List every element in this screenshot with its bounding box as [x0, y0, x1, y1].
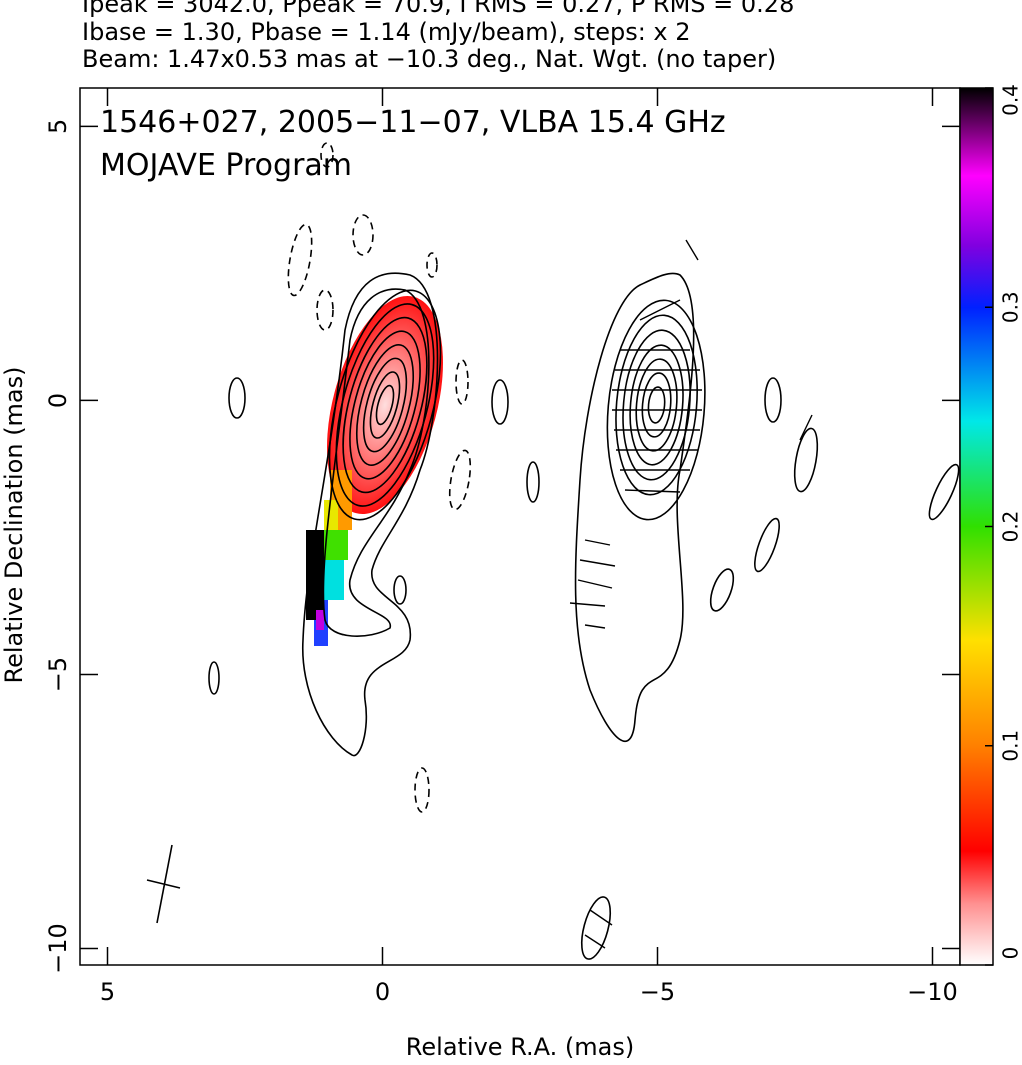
y-axis-label: Relative Declination (mas) — [0, 366, 28, 683]
y-tick-label: −5 — [44, 657, 72, 692]
colorbar-tick-label: 0.4 — [999, 84, 1022, 116]
colorbar-tick-label: 0.2 — [999, 511, 1022, 543]
chart-title: 1546+027, 2005−11−07, VLBA 15.4 GHz — [100, 105, 726, 140]
x-tick-label: 0 — [375, 978, 390, 1006]
header-line: Ipeak = 3042.0, Ppeak = 70.9, I RMS = 0.… — [82, 0, 794, 18]
beam — [147, 845, 180, 923]
x-tick-label: −5 — [640, 978, 675, 1006]
colorbar-tick-label: 0 — [999, 947, 1022, 960]
chart-subtitle: MOJAVE Program — [100, 148, 352, 183]
y-tick-label: 5 — [44, 119, 72, 134]
y-tick-label: −10 — [44, 923, 72, 974]
plot-frame — [80, 88, 960, 965]
x-tick-label: 5 — [100, 978, 115, 1006]
colorbar-tick-label: 0.3 — [999, 291, 1022, 323]
colorbar-tick-label: 0.1 — [999, 730, 1022, 762]
y-tick-label: 0 — [44, 393, 72, 408]
x-axis-label: Relative R.A. (mas) — [406, 1033, 634, 1061]
x-tick-label: −10 — [907, 978, 958, 1006]
header-line: Beam: 1.47x0.53 mas at −10.3 deg., Nat. … — [82, 45, 776, 73]
header-line: Ibase = 1.30, Pbase = 1.14 (mJy/beam), s… — [82, 18, 691, 46]
